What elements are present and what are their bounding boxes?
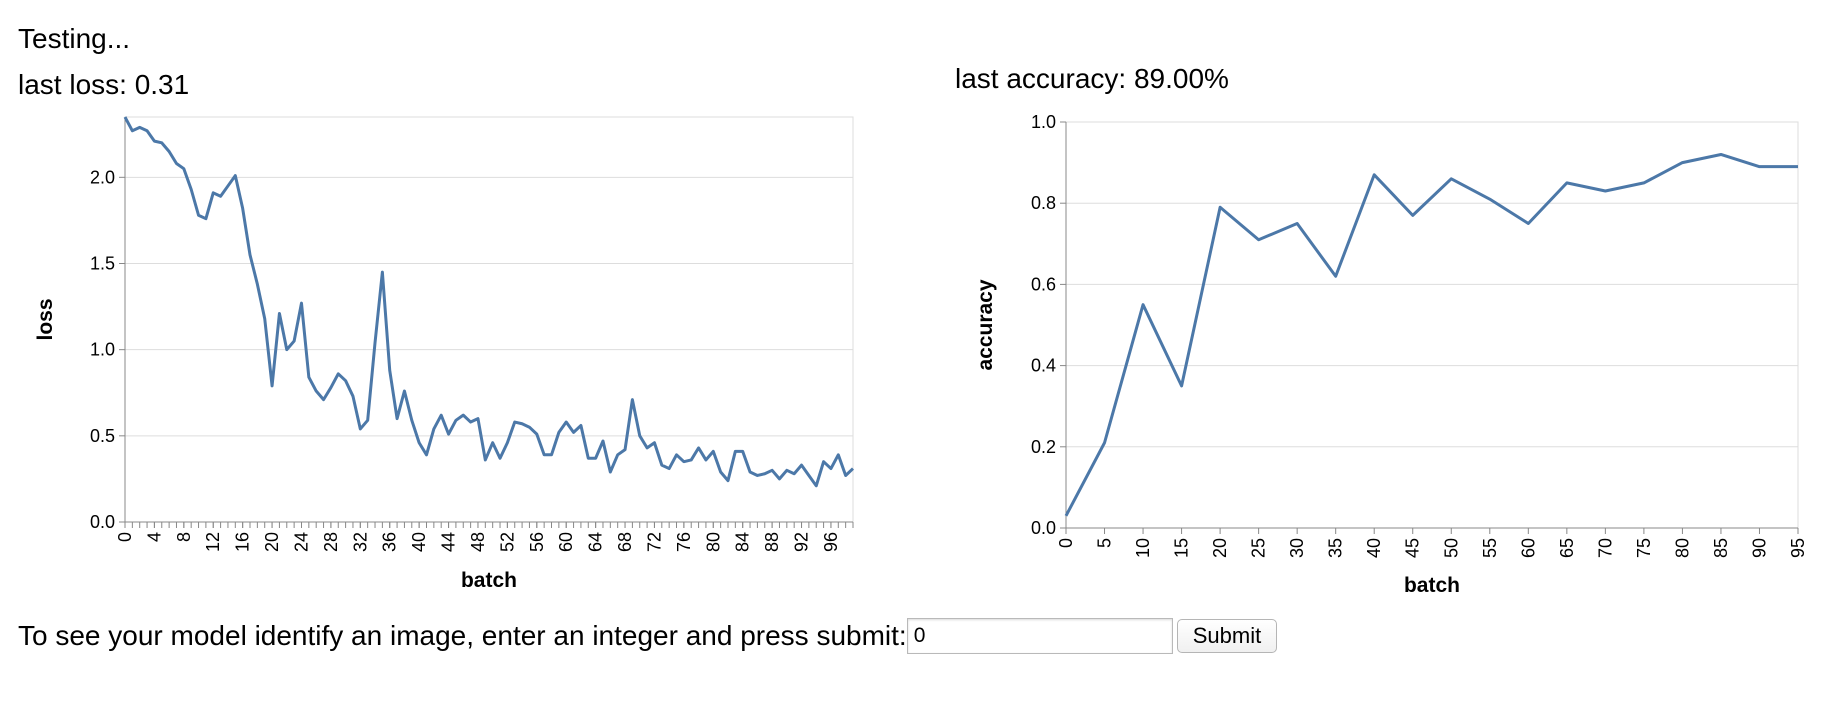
accuracy-x-tick-label: 45 [1403, 538, 1423, 558]
accuracy-x-tick-label: 65 [1557, 538, 1577, 558]
loss-x-tick-label: 12 [203, 532, 223, 552]
accuracy-y-axis-title: accuracy [974, 279, 997, 370]
loss-series-line [123, 116, 855, 488]
accuracy-series-line [1064, 152, 1798, 517]
loss-x-tick-label: 92 [792, 532, 812, 552]
loss-x-tick-label: 72 [644, 532, 664, 552]
accuracy-x-tick-label: 0 [1056, 538, 1076, 548]
accuracy-x-tick-label: 60 [1518, 538, 1538, 558]
loss-x-tick-label: 20 [262, 532, 282, 552]
loss-x-tick-label: 88 [762, 532, 782, 552]
loss-y-tick-label: 1.0 [90, 340, 115, 360]
loss-y-tick-label: 0.0 [90, 512, 115, 532]
loss-x-tick-label: 68 [615, 532, 635, 552]
loss-x-tick-label: 56 [527, 532, 547, 552]
loss-x-tick-label: 8 [174, 532, 194, 542]
loss-x-tick-label: 84 [733, 532, 753, 552]
accuracy-x-tick-label: 85 [1711, 538, 1731, 558]
loss-x-tick-label: 64 [586, 532, 606, 552]
accuracy-y-tick-label: 0.2 [1031, 437, 1056, 457]
accuracy-chart: 0.0 0.2 0.4 0.6 0.8 1.0 0 5 10 15 20 25 30 35 40 45 50 55… [974, 112, 1808, 597]
accuracy-x-tick-label: 15 [1172, 538, 1192, 558]
accuracy-y-tick-label: 0.0 [1031, 518, 1056, 538]
loss-x-axis-title: batch [461, 569, 517, 592]
loss-x-tick-label: 96 [821, 532, 841, 552]
image-index-input[interactable] [906, 618, 1173, 654]
accuracy-x-tick-label: 95 [1788, 538, 1808, 558]
loss-x-tick-label: 60 [556, 532, 576, 552]
accuracy-x-tick-label: 20 [1210, 538, 1230, 558]
accuracy-x-tick-label: 30 [1287, 538, 1307, 558]
accuracy-plot-frame [1065, 121, 1799, 529]
loss-x-tick-label: 24 [291, 532, 311, 552]
last-loss-text: last loss: 0.31 [18, 69, 190, 100]
accuracy-y-tick-label: 0.4 [1031, 356, 1056, 376]
loss-y-tick-label: 2.0 [90, 167, 115, 187]
accuracy-x-tick-label: 50 [1441, 538, 1461, 558]
accuracy-x-tick-label: 90 [1749, 538, 1769, 558]
accuracy-x-tick-label: 75 [1634, 538, 1654, 558]
loss-x-tick-label: 0 [115, 532, 135, 542]
loss-x-tick-label: 28 [321, 532, 341, 552]
accuracy-x-tick-label: 10 [1133, 538, 1153, 558]
loss-chart: 0.00.51.01.52.00 4 8 12 16 20 24 28 32 36 40 44 48 52… [34, 116, 855, 592]
accuracy-x-tick-label: 55 [1480, 538, 1500, 558]
submit-button[interactable]: Submit [1176, 619, 1278, 653]
prompt-row: To see your model identify an image, ent… [18, 616, 1278, 656]
loss-x-tick-label: 76 [674, 532, 694, 552]
prompt-label: To see your model identify an image, ent… [18, 620, 907, 651]
loss-x-tick-label: 32 [350, 532, 370, 552]
accuracy-x-tick-label: 80 [1672, 538, 1692, 558]
loss-x-tick-label: 4 [144, 532, 164, 542]
loss-x-tick-label: 52 [497, 532, 517, 552]
loss-x-tick-label: 16 [233, 532, 253, 552]
loss-x-tick-label: 40 [409, 532, 429, 552]
loss-x-tick-label: 44 [439, 532, 459, 552]
loss-x-tick-label: 48 [468, 532, 488, 552]
accuracy-x-axis-title: batch [1404, 574, 1460, 597]
accuracy-y-tick-label: 1.0 [1031, 112, 1056, 132]
loss-y-tick-label: 1.5 [90, 253, 115, 273]
loss-x-tick-label: 80 [703, 532, 723, 552]
accuracy-x-tick-label: 40 [1364, 538, 1384, 558]
status-text: Testing... [18, 23, 131, 54]
accuracy-x-tick-label: 5 [1095, 538, 1115, 548]
accuracy-x-tick-label: 25 [1249, 538, 1269, 558]
accuracy-x-tick-label: 70 [1595, 538, 1615, 558]
accuracy-x-tick-label: 35 [1326, 538, 1346, 558]
loss-y-axis-title: loss [34, 298, 57, 340]
accuracy-y-tick-label: 0.8 [1031, 193, 1056, 213]
last-accuracy-text: last accuracy: 89.00% [955, 63, 1229, 94]
loss-y-tick-label: 0.5 [90, 426, 115, 446]
loss-x-tick-label: 36 [380, 532, 400, 552]
accuracy-y-tick-label: 0.6 [1031, 274, 1056, 294]
